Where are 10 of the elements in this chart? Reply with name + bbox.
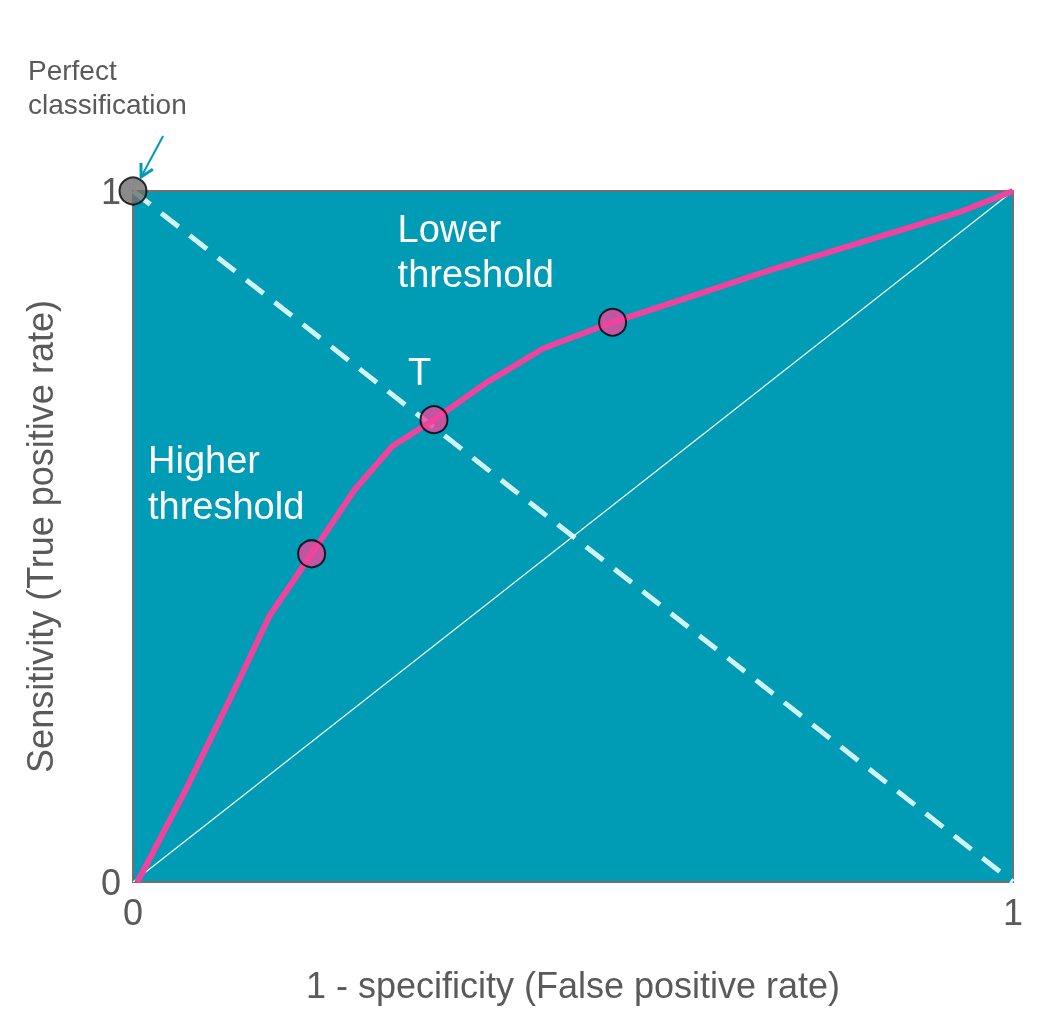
point <box>419 405 449 435</box>
point <box>118 176 148 206</box>
annotation: Lower threshold <box>397 207 554 296</box>
annotation: T <box>408 350 432 393</box>
annotation: Higher threshold <box>148 439 305 527</box>
y-axis-title: Sensitivity (True positive rate) <box>19 300 61 773</box>
annotation: Perfect classification <box>28 55 187 120</box>
point <box>598 307 628 337</box>
x-axis-title: 1 - specificity (False positive rate) <box>305 964 841 1006</box>
point <box>297 539 327 569</box>
